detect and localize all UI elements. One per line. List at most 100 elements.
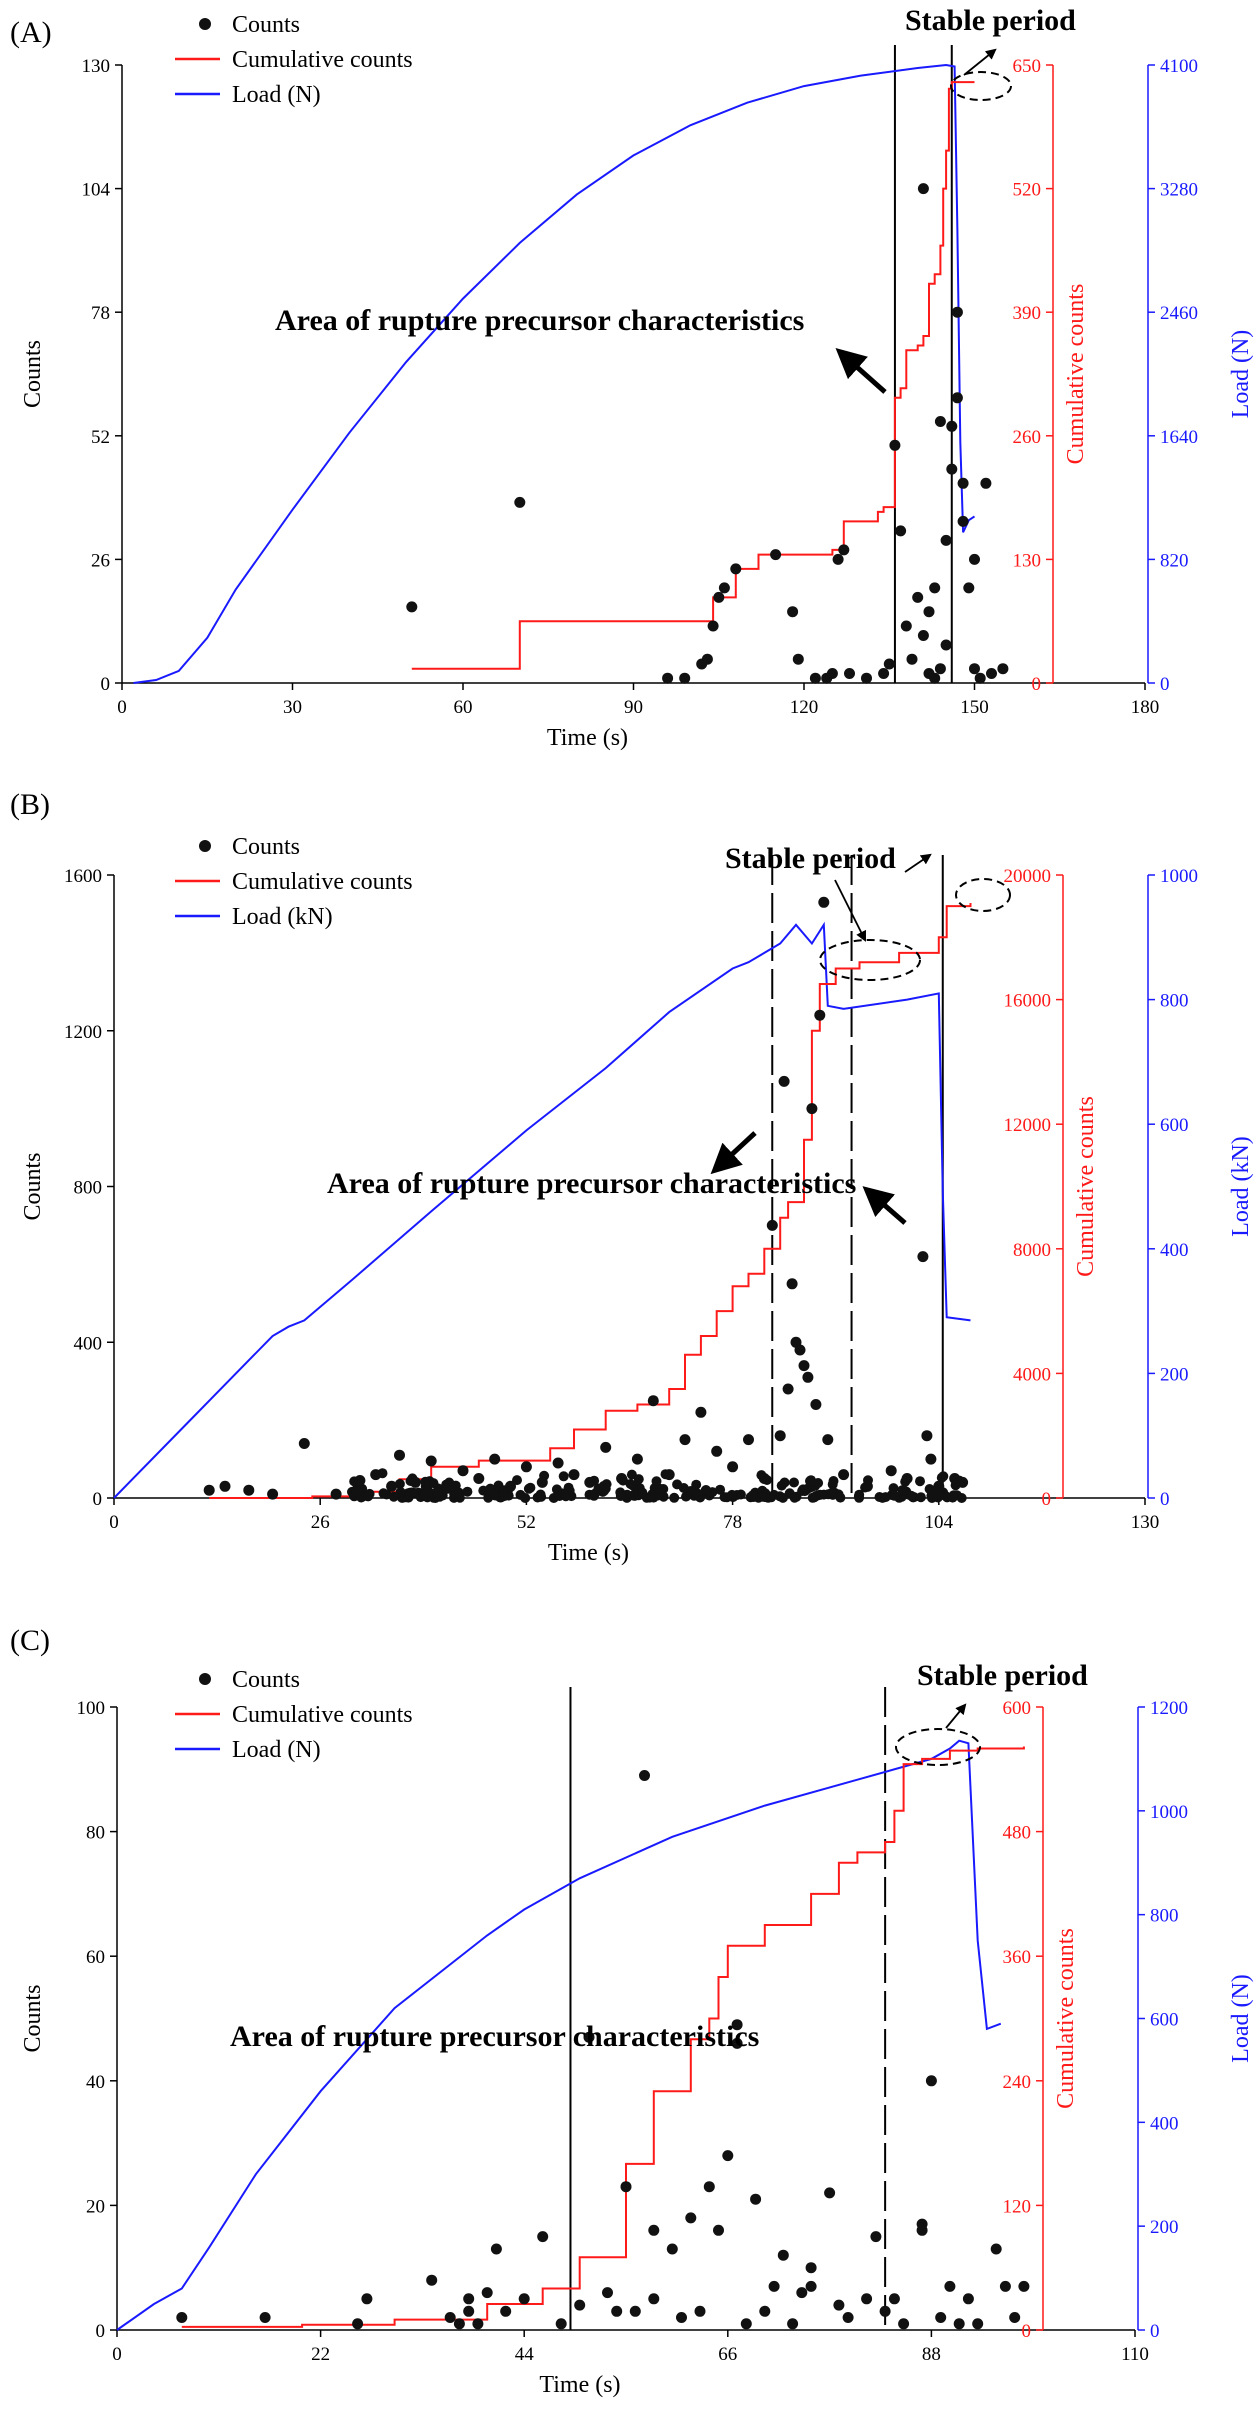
count-point	[267, 1488, 279, 1500]
count-point	[457, 1465, 469, 1477]
count-point	[953, 2318, 965, 2330]
stable-ellipse	[819, 939, 921, 981]
count-point	[219, 1480, 231, 1492]
count-point	[600, 1441, 612, 1453]
count-point	[352, 2318, 364, 2330]
count-point	[711, 1445, 723, 1457]
region-annotation: Area of rupture precursor characteristic…	[230, 2020, 759, 2053]
y2-tick-label: 0	[1022, 2321, 1032, 2342]
count-point	[740, 2318, 752, 2330]
count-point	[769, 1489, 780, 1500]
count-point	[814, 1009, 826, 1021]
count-point	[616, 1473, 628, 1484]
chart-panel-1: (A) 0 30 60 90 120 150 180 Time (s) 0 26 52 78 104 130…	[10, 4, 1254, 751]
count-point	[936, 1472, 947, 1483]
count-point	[885, 1465, 897, 1477]
legend-load-label: Load (kN)	[232, 904, 333, 930]
count-point	[832, 553, 844, 565]
count-point	[929, 672, 941, 684]
y2-tick-label: 0	[1032, 674, 1042, 695]
y3-axis-label: Load (kN)	[1228, 1136, 1254, 1237]
count-point	[370, 1469, 382, 1481]
panel-label: (B)	[10, 788, 50, 821]
count-point	[897, 1485, 908, 1496]
y2-tick-label: 360	[1003, 1947, 1032, 1968]
count-point	[695, 1406, 707, 1418]
count-point	[386, 1480, 398, 1492]
y2-tick-label: 390	[1013, 303, 1042, 324]
count-point	[906, 1490, 917, 1501]
count-point	[828, 1476, 839, 1486]
y3-tick-label: 0	[1150, 2321, 1160, 2342]
y-tick-label: 80	[86, 1823, 105, 1844]
count-point	[552, 1457, 564, 1469]
y2-tick-label: 120	[1003, 2196, 1032, 2217]
x-axis-label: Time (s)	[539, 2372, 620, 2398]
y3-tick-label: 200	[1160, 1364, 1189, 1385]
count-point	[558, 1471, 569, 1482]
count-point	[759, 2305, 771, 2317]
count-point	[243, 1484, 255, 1496]
count-point	[835, 1492, 846, 1503]
count-point	[789, 1492, 800, 1503]
count-point	[944, 2280, 956, 2292]
x-tick-label: 0	[117, 697, 127, 718]
y3-tick-label: 820	[1160, 550, 1189, 571]
stable-arrow	[834, 879, 866, 942]
count-point	[750, 2193, 762, 2205]
y2-tick-label: 16000	[1004, 991, 1052, 1012]
count-point	[879, 2305, 891, 2317]
count-point	[730, 563, 742, 575]
count-point	[499, 1491, 510, 1502]
count-point	[441, 1482, 453, 1494]
count-point	[669, 1492, 680, 1503]
y-axis-label: Counts	[20, 1984, 46, 2052]
count-point	[810, 1399, 822, 1410]
region-arrow	[862, 1186, 907, 1225]
count-point	[957, 515, 969, 527]
y2-tick-label: 130	[1013, 550, 1042, 571]
count-point	[980, 477, 992, 489]
count-point	[444, 2312, 456, 2323]
count-point	[678, 1483, 689, 1493]
y-tick-label: 1600	[64, 866, 102, 887]
y2-axis-label: Cumulative counts	[1053, 1928, 1079, 2109]
region-arrow	[835, 348, 887, 394]
x-tick-label: 0	[109, 1512, 119, 1533]
count-point	[917, 630, 929, 641]
y2-tick-label: 260	[1013, 427, 1042, 448]
count-point	[409, 1476, 421, 1488]
y-tick-label: 130	[82, 56, 111, 77]
count-point	[731, 2037, 743, 2049]
stable-annotation: Stable period	[917, 1659, 1088, 1692]
count-point	[986, 668, 997, 679]
x-tick-label: 90	[624, 697, 643, 718]
count-point	[921, 1430, 933, 1442]
count-point	[694, 2305, 706, 2317]
count-point	[637, 1487, 648, 1498]
count-point	[408, 1487, 419, 1498]
count-point	[505, 1480, 516, 1492]
count-point	[888, 2293, 900, 2305]
count-point	[917, 1251, 929, 1263]
stable-arrow	[945, 1703, 967, 1729]
count-point	[489, 1453, 501, 1465]
load-series-line	[133, 63, 976, 684]
count-point	[490, 2243, 502, 2255]
count-point	[815, 1489, 826, 1500]
count-point	[758, 1491, 769, 1502]
count-point	[536, 1476, 548, 1488]
y-tick-label: 60	[86, 1947, 105, 1968]
count-point	[796, 2287, 808, 2299]
count-point	[715, 1484, 726, 1495]
legend-load-label: Load (N)	[232, 1737, 321, 1763]
legend-counts-marker	[199, 840, 211, 852]
count-point	[818, 896, 830, 908]
panel-label: (C)	[10, 1624, 50, 1657]
count-point	[351, 1486, 362, 1497]
legend-counts-label: Counts	[232, 834, 300, 860]
count-point	[805, 2280, 817, 2292]
legend-counts-label: Counts	[232, 1667, 300, 1693]
y3-tick-label: 600	[1160, 1115, 1189, 1136]
count-point	[648, 2293, 660, 2305]
